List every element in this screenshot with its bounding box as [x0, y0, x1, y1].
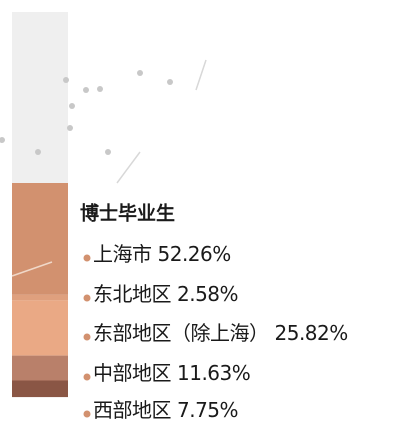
bar-segment [12, 300, 68, 356]
series-name: 东北地区 [93, 282, 171, 306]
bar-segment [12, 294, 68, 301]
legend-label: 东北地区 2.58% [93, 282, 238, 306]
bar-segment [12, 183, 68, 295]
value-label: 2.58% [177, 282, 238, 306]
legend-label: 上海市 52.26% [93, 242, 231, 266]
legend-dot [83, 410, 91, 418]
legend-dot [83, 294, 91, 302]
bar-segment [12, 355, 68, 381]
series-name: 上海市 [93, 242, 152, 266]
decoration-line [11, 261, 53, 277]
series-name: 中部地区 [93, 361, 171, 385]
value-label: 25.82% [275, 321, 348, 345]
value-label: 11.63% [177, 361, 250, 385]
bar-segment [12, 380, 68, 398]
series-name: 东部地区（除上海） [93, 321, 269, 345]
bar-background [12, 12, 68, 184]
series-name: 西部地区 [93, 398, 171, 421]
legend-dot [83, 373, 91, 381]
decoration-lines [116, 59, 207, 184]
legend-label: 东部地区（除上海） 25.82% [93, 321, 348, 345]
value-label: 7.75% [177, 398, 238, 421]
legend-dot [83, 254, 91, 262]
legend-label: 中部地区 11.63% [93, 361, 250, 385]
legend-label: 西部地区 7.75% [93, 398, 238, 421]
legend-dot [83, 333, 91, 341]
value-label: 52.26% [158, 242, 231, 266]
chart-title: 博士毕业生 [80, 202, 175, 225]
